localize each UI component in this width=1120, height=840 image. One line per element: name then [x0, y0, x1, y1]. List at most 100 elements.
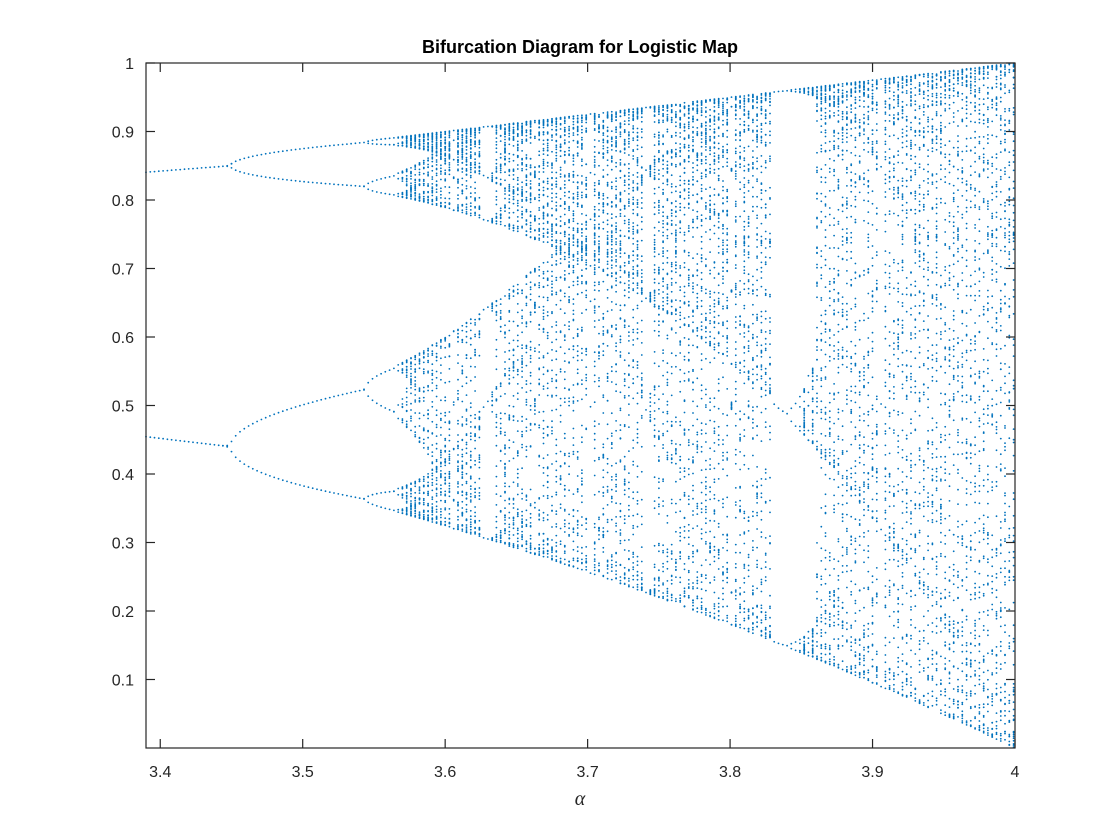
data-point	[670, 543, 673, 546]
data-point	[593, 268, 596, 271]
data-point	[405, 168, 408, 171]
data-point	[401, 171, 404, 174]
data-point	[640, 191, 643, 194]
data-point	[504, 491, 506, 494]
data-point	[499, 309, 502, 312]
data-point	[619, 534, 622, 536]
data-point	[440, 197, 442, 199]
data-point	[431, 496, 434, 498]
data-point	[636, 441, 639, 444]
data-point	[457, 528, 459, 531]
data-point	[444, 186, 447, 188]
data-point	[469, 127, 472, 130]
data-point	[645, 297, 647, 300]
data-point	[628, 472, 630, 474]
data-point	[529, 525, 532, 528]
data-point	[495, 212, 498, 215]
data-point	[563, 335, 566, 338]
data-point	[585, 115, 588, 117]
data-point	[632, 266, 635, 268]
data-point	[375, 375, 378, 377]
data-point	[606, 253, 609, 256]
data-point	[640, 470, 643, 473]
data-point	[465, 528, 468, 530]
data-point	[316, 146, 318, 148]
data-point	[243, 157, 246, 160]
data-point	[636, 574, 639, 577]
data-point	[623, 424, 626, 426]
data-point	[658, 503, 660, 506]
data-point	[610, 285, 613, 288]
data-point	[662, 278, 664, 280]
data-point	[658, 307, 660, 310]
data-point	[619, 409, 622, 412]
data-point	[452, 448, 455, 451]
data-point	[422, 178, 425, 181]
data-point	[414, 195, 417, 197]
data-point	[559, 246, 562, 248]
data-point	[619, 200, 622, 203]
data-point	[623, 111, 626, 114]
data-point	[521, 415, 523, 418]
data-point	[581, 248, 583, 251]
data-point	[593, 258, 596, 261]
data-point	[508, 329, 511, 332]
data-point	[516, 133, 519, 136]
data-point	[623, 114, 626, 117]
data-point	[251, 422, 254, 425]
data-point	[598, 250, 600, 253]
data-point	[435, 359, 438, 362]
data-point	[461, 183, 464, 186]
data-point	[653, 121, 656, 123]
data-point	[628, 133, 630, 136]
data-point	[495, 416, 498, 418]
data-point	[538, 150, 541, 153]
data-point	[525, 168, 528, 171]
data-point	[619, 133, 622, 136]
data-point	[585, 214, 588, 217]
data-point	[465, 132, 468, 135]
data-point	[653, 192, 656, 195]
data-point	[465, 498, 468, 500]
data-point	[350, 142, 352, 145]
data-point	[606, 372, 609, 375]
data-point	[615, 255, 617, 257]
data-point	[521, 186, 523, 188]
data-point	[474, 463, 476, 466]
data-point	[504, 135, 506, 138]
data-point	[435, 460, 438, 463]
data-point	[410, 175, 412, 178]
data-point	[623, 261, 626, 264]
data-point	[576, 174, 579, 177]
data-point	[598, 235, 600, 238]
data-point	[598, 124, 600, 126]
data-point	[478, 417, 481, 419]
data-point	[542, 355, 545, 357]
data-point	[658, 430, 660, 433]
data-point	[568, 209, 570, 212]
data-point	[346, 143, 348, 146]
data-point	[529, 136, 532, 139]
data-point	[461, 528, 464, 531]
data-point	[619, 269, 622, 272]
data-point	[495, 166, 498, 168]
data-point	[662, 562, 664, 565]
data-point	[589, 218, 592, 221]
data-point	[653, 418, 656, 420]
data-point	[491, 302, 494, 304]
data-point	[568, 328, 570, 331]
data-point	[525, 154, 528, 156]
data-point	[551, 495, 553, 498]
data-point	[474, 131, 476, 134]
data-point	[563, 134, 566, 136]
data-point	[581, 131, 583, 134]
data-point	[559, 262, 562, 265]
data-point	[542, 186, 545, 189]
data-point	[546, 314, 549, 317]
data-point	[397, 195, 400, 198]
data-point	[521, 134, 523, 137]
data-point	[662, 566, 664, 568]
data-point	[632, 568, 635, 571]
data-point	[610, 252, 613, 255]
data-point	[615, 119, 617, 122]
